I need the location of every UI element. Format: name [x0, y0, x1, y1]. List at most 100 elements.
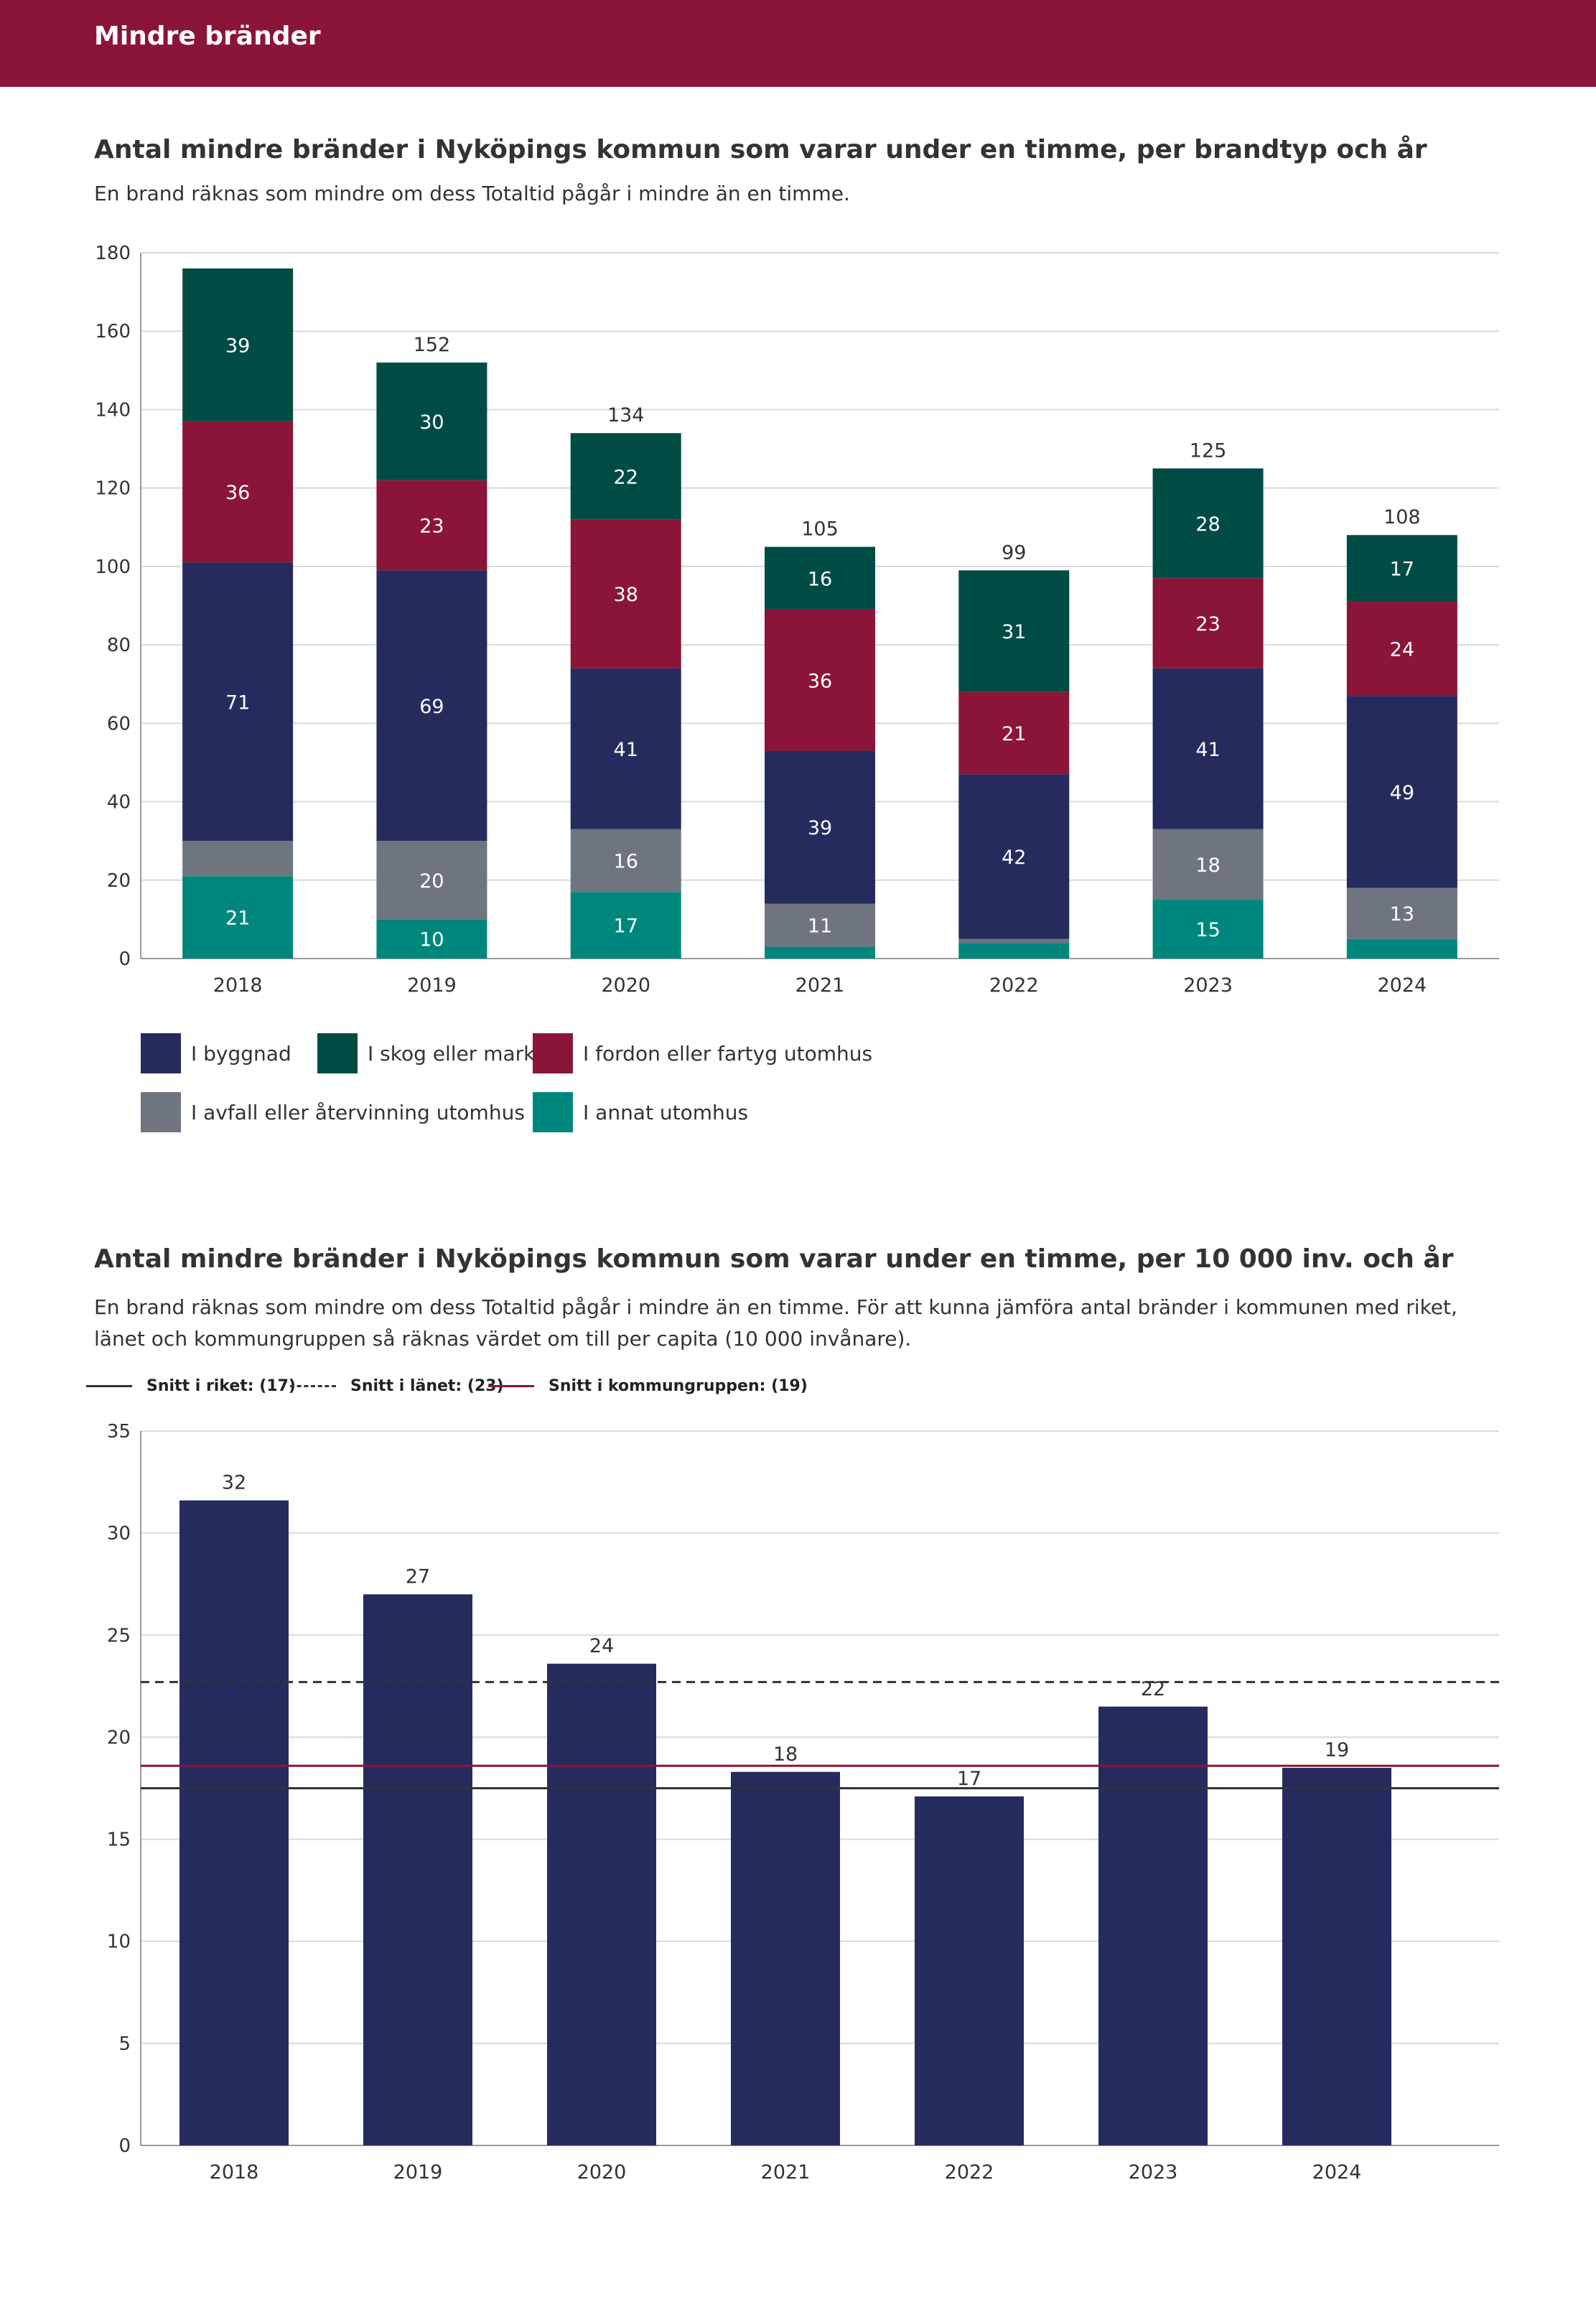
y-tick-label: 140: [95, 399, 131, 421]
ref-label-kommungrupp: Snitt i kommungruppen: (19): [549, 1376, 808, 1395]
ref-legend-lanet: Snitt i länet: (23): [290, 1371, 504, 1400]
page-header: Mindre bränder: [0, 0, 1596, 87]
legend-swatch-fordon: [533, 1033, 573, 1073]
bar-segment-annat: [570, 892, 681, 959]
legend-item-byggnad: I byggnad: [141, 1033, 291, 1073]
segment-label: 38: [614, 584, 638, 606]
bar-total-label: 134: [607, 404, 645, 427]
segment-label: 10: [419, 929, 444, 951]
bar-total-label: 125: [1190, 439, 1227, 462]
y-tick-label: 0: [118, 949, 131, 970]
segment-label: 16: [808, 568, 832, 590]
segment-label: 71: [225, 691, 250, 714]
x-tick-label: 2018: [213, 974, 263, 997]
bar-total-label: 105: [801, 518, 839, 541]
segment-label: 23: [1195, 613, 1220, 635]
segment-label: 36: [808, 670, 832, 692]
segment-label: 17: [1390, 559, 1414, 581]
x-tick-label: 2019: [393, 2161, 443, 2184]
y-tick-label: 5: [118, 2033, 131, 2055]
x-tick-label: 2024: [1377, 974, 1427, 997]
bar-segment-annat: [1152, 900, 1264, 959]
segment-label: 28: [1195, 513, 1220, 536]
y-tick-label: 180: [95, 243, 131, 264]
bar-segment-byggnad: [1346, 696, 1457, 888]
chart1-legend: I byggnad I skog eller mark I fordon eller…: [141, 1033, 930, 1141]
segment-label: 23: [419, 516, 444, 538]
chart2-reference-legend: Snitt i riket: (17) Snitt i länet: (23) …: [86, 1371, 1019, 1400]
bar-segment-byggnad: [958, 774, 1070, 939]
bar-value-label: 24: [589, 1635, 614, 1657]
legend-swatch-byggnad: [141, 1033, 181, 1073]
legend-label-annat: I annat utomhus: [583, 1100, 749, 1124]
segment-label: 39: [808, 817, 832, 839]
bar-segment-annat: [1346, 938, 1457, 959]
ref-label-riket: Snitt i riket: (17): [146, 1376, 296, 1395]
y-tick-label: 25: [107, 1625, 131, 1646]
segment-label: 17: [614, 915, 638, 938]
segment-label: 69: [419, 696, 444, 718]
x-tick-label: 2020: [601, 974, 650, 997]
bar: [547, 1664, 656, 2145]
x-tick-label: 2020: [577, 2161, 627, 2184]
ref-legend-kommungrupp: Snitt i kommungruppen: (19): [488, 1371, 808, 1400]
bar-value-label: 27: [406, 1565, 430, 1588]
bar-segment-avfall: [1152, 829, 1264, 900]
segment-label: 36: [225, 482, 250, 504]
bar: [915, 1796, 1024, 2145]
ref-legend-riket: Snitt i riket: (17): [86, 1371, 296, 1400]
legend-swatch-skog: [317, 1033, 358, 1073]
bar-segment-byggnad: [765, 750, 875, 904]
legend-swatch-annat: [533, 1092, 573, 1132]
bar-total-label: 152: [414, 334, 451, 356]
bar-total-label: 108: [1383, 506, 1421, 528]
bar-segment-fordon: [376, 480, 487, 571]
ref-line-swatch-kommungrupp: [488, 1384, 534, 1387]
bar-segment-avfall: [376, 841, 487, 920]
y-tick-label: 100: [95, 556, 131, 578]
bar-segment-fordon: [1346, 602, 1457, 696]
legend-item-avfall: I avfall eller återvinning utomhus: [141, 1092, 525, 1132]
chart2-subtitle: En brand räknas som mindre om dess Total…: [94, 1295, 1457, 1351]
y-tick-label: 35: [107, 1421, 131, 1443]
x-tick-label: 2018: [210, 2161, 259, 2184]
bar-value-label: 32: [222, 1472, 246, 1494]
y-tick-label: 40: [107, 792, 131, 814]
segment-label: 41: [1195, 739, 1220, 761]
bar-segment-avfall: [765, 903, 875, 947]
bar-segment-skog: [1152, 468, 1264, 579]
legend-label-fordon: I fordon eller fartyg utomhus: [583, 1041, 873, 1066]
bar-segment-fordon: [958, 691, 1070, 775]
segment-label: 42: [1002, 847, 1026, 869]
y-tick-label: 30: [107, 1523, 131, 1544]
legend-label-byggnad: I byggnad: [191, 1041, 291, 1066]
bar-segment-skog: [182, 268, 294, 421]
bar-segment-byggnad: [570, 668, 681, 829]
bar-segment-skog: [765, 546, 875, 610]
bar-segment-fordon: [182, 421, 294, 563]
bar: [363, 1594, 472, 2145]
bar-segment-skog: [1346, 535, 1457, 602]
segment-label: 15: [1195, 919, 1220, 941]
bar-segment-annat: [182, 876, 294, 959]
bar: [179, 1500, 289, 2145]
bar-segment-annat: [958, 943, 1070, 959]
segment-label: 20: [419, 870, 444, 892]
y-tick-label: 160: [95, 321, 131, 342]
y-tick-label: 20: [107, 870, 131, 892]
ref-line-swatch-riket: [86, 1384, 132, 1387]
legend-label-skog: I skog eller mark: [368, 1041, 536, 1066]
segment-label: 39: [225, 335, 250, 357]
segment-label: 30: [419, 411, 444, 434]
chart1-subtitle: En brand räknas som mindre om dess Total…: [94, 182, 850, 205]
bar-value-label: 18: [773, 1743, 798, 1766]
chart1-title: Antal mindre bränder i Nyköpings kommun …: [94, 135, 1427, 164]
bar-total-label: 99: [1002, 541, 1026, 564]
bar-segment-byggnad: [182, 562, 294, 842]
y-tick-label: 60: [107, 713, 131, 735]
bar-segment-avfall: [1346, 887, 1457, 939]
bar-segment-avfall: [182, 841, 294, 877]
page-title: Mindre bränder: [94, 22, 321, 51]
chart2-title: Antal mindre bränder i Nyköpings kommun …: [94, 1244, 1454, 1274]
segment-label: 41: [614, 739, 638, 761]
